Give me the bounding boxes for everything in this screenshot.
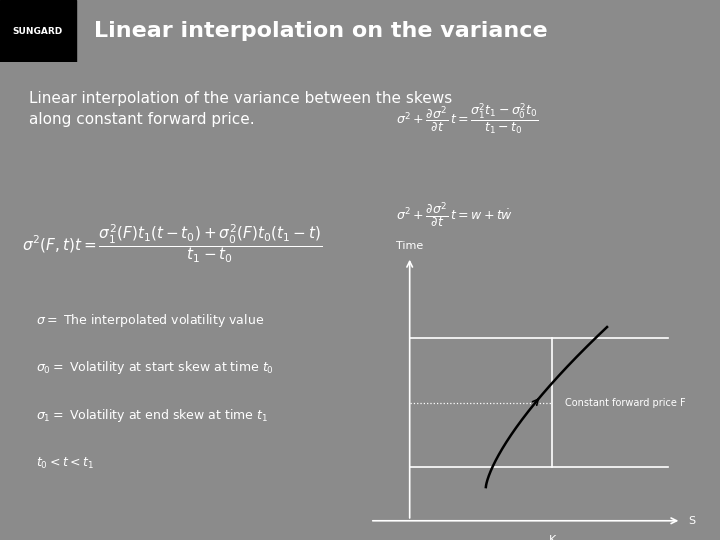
Text: $\sigma^2 + \dfrac{\partial\sigma^2}{\partial t}\,t = w + t\dot{w}$: $\sigma^2 + \dfrac{\partial\sigma^2}{\pa… [396,200,513,230]
Text: SUNGARD: SUNGARD [12,26,63,36]
Text: Linear interpolation of the variance between the skews
along constant forward pr: Linear interpolation of the variance bet… [29,91,452,127]
Text: K: K [549,535,556,540]
Text: Linear interpolation on the variance: Linear interpolation on the variance [94,21,547,41]
Text: $t_0 < t < t_1$: $t_0 < t < t_1$ [36,456,94,471]
Text: $\sigma^2(F,t)t = \dfrac{\sigma_1^2(F)t_1(t-t_0)+\sigma_0^2(F)t_0(t_1-t)}{t_1-t_: $\sigma^2(F,t)t = \dfrac{\sigma_1^2(F)t_… [22,222,322,265]
Bar [0,0,76,62]
Text: Time: Time [396,241,423,251]
Text: S: S [688,516,695,526]
Text: $\sigma = $ The interpolated volatility value: $\sigma = $ The interpolated volatility … [36,312,264,329]
Text: $\sigma_1 = $ Volatility at end skew at time $t_1$: $\sigma_1 = $ Volatility at end skew at … [36,407,268,424]
Text: Constant forward price F: Constant forward price F [565,398,686,408]
Text: $\sigma_0 = $ Volatility at start skew at time $t_0$: $\sigma_0 = $ Volatility at start skew a… [36,360,274,376]
Text: $\sigma^2 + \dfrac{\partial\sigma^2}{\partial t}\,t = \dfrac{\sigma_1^2 t_1 - \s: $\sigma^2 + \dfrac{\partial\sigma^2}{\pa… [396,102,539,137]
